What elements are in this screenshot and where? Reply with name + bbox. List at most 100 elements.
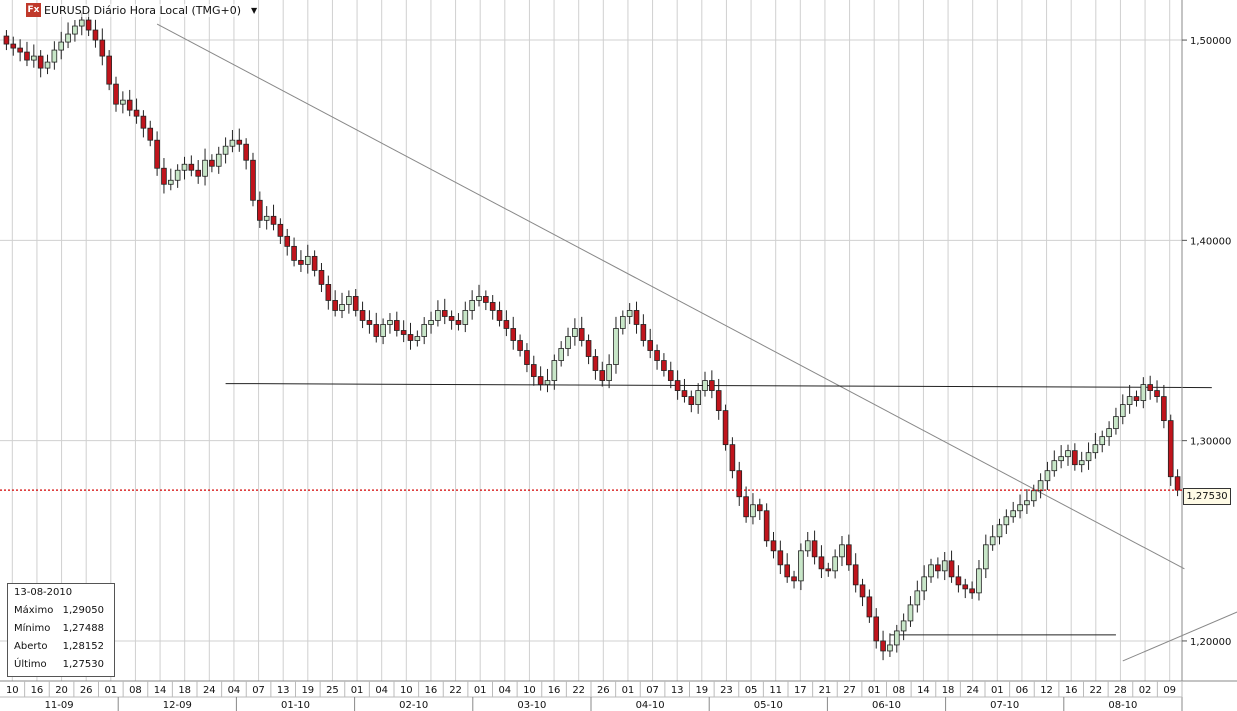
candle-bull (469, 300, 475, 311)
candle-bear (661, 360, 667, 371)
candle-bull (51, 49, 58, 63)
candle-bear (935, 564, 941, 572)
x-day-label: 10 (523, 685, 536, 696)
x-day-label: 05 (745, 685, 758, 696)
candle-bear (674, 380, 681, 391)
candle-bear (585, 340, 592, 357)
candle-bear (270, 215, 277, 225)
info-value: 1,28152 (62, 641, 104, 652)
candle-bull (1099, 436, 1106, 446)
x-day-label: 22 (449, 685, 462, 696)
x-day-label: 26 (597, 685, 610, 696)
info-date: 13-08-2010 (14, 587, 73, 598)
x-day-label: 01 (622, 685, 635, 696)
trendline-ascending-support[interactable] (1122, 497, 1237, 662)
candle-bear (366, 320, 373, 325)
candle-bear (530, 364, 537, 377)
candle-bear (407, 334, 414, 341)
candle-bear (496, 310, 503, 321)
candle-bull (462, 310, 469, 325)
candle-bear (332, 300, 338, 311)
candle-bear (736, 470, 743, 498)
info-row-low: Mínimo 1,27488 (14, 623, 110, 634)
x-day-label: 11 (769, 685, 782, 696)
candle-bear (455, 320, 462, 325)
candle-bear (489, 302, 496, 311)
x-month-label: 12-09 (163, 700, 192, 711)
candle-bull (414, 336, 421, 341)
y-tick-label: 1,20000 (1190, 637, 1231, 648)
candle-bear (578, 328, 585, 341)
candle-bear (640, 324, 647, 341)
candle-bear (373, 324, 380, 337)
candle-bear (400, 330, 407, 335)
candle-bear (1147, 384, 1153, 391)
candle-bull (928, 564, 934, 578)
x-month-label: 03-10 (517, 700, 546, 711)
candle-bear (743, 496, 749, 518)
x-day-label: 28 (1114, 685, 1127, 696)
x-month-label: 07-10 (990, 700, 1019, 711)
x-day-label: 26 (80, 685, 93, 696)
chart-title-bar[interactable]: EURUSD Diário Hora Local (TMG+0) ▼ (26, 2, 257, 18)
candle-bull (626, 310, 633, 317)
candle-bull (1003, 516, 1010, 526)
candle-bull (1024, 500, 1030, 506)
candle-bear (818, 556, 825, 570)
candle-bull (1126, 396, 1133, 405)
candle-bear (715, 390, 722, 412)
y-tick-label: 1,40000 (1190, 236, 1231, 247)
candle-bear (85, 19, 92, 31)
candle-bull (613, 328, 619, 365)
candle-bull (558, 348, 564, 361)
x-day-label: 20 (55, 685, 68, 696)
candle-bear (243, 143, 249, 161)
x-day-label: 24 (966, 685, 979, 696)
x-day-label: 14 (917, 685, 930, 696)
candle-bear (311, 255, 318, 271)
candle-bear (352, 296, 359, 311)
candle-bear (147, 127, 154, 141)
candle-bull (1085, 452, 1092, 462)
candle-bull (1010, 510, 1017, 518)
x-day-label: 23 (720, 685, 733, 696)
candle-bull (907, 604, 914, 622)
info-value: 1,27530 (62, 659, 104, 670)
x-day-label: 09 (1163, 685, 1176, 696)
candle-bear (3, 35, 10, 45)
candle-bear (359, 310, 366, 321)
candle-bull (476, 296, 482, 301)
x-day-label: 16 (1065, 685, 1078, 696)
candle-bear (599, 370, 606, 381)
triangle-down-icon[interactable]: ▼ (251, 5, 258, 15)
candle-bear (448, 316, 455, 321)
candle-bear (825, 568, 832, 572)
x-day-label: 16 (425, 685, 438, 696)
candle-bear (318, 269, 325, 285)
candle-bull (72, 25, 78, 35)
candle-bear (811, 540, 818, 558)
candle-bear (763, 510, 770, 542)
candle-bull (263, 215, 270, 221)
candle-bear (1161, 396, 1167, 422)
x-month-label: 08-10 (1108, 700, 1137, 711)
candle-bull (174, 169, 181, 181)
candle-bear (859, 584, 866, 598)
candle-bull (620, 316, 626, 329)
trendline-descending-resistance[interactable] (156, 23, 1185, 570)
candle-bear (969, 588, 975, 594)
candle-bull (1058, 456, 1064, 462)
y-tick-label: 1,30000 (1190, 437, 1231, 448)
x-day-label: 18 (178, 685, 191, 696)
grid-lines (0, 0, 1182, 681)
candle-bull (893, 630, 900, 646)
candle-bull (65, 33, 71, 43)
fx-logo-icon: Fx (26, 3, 41, 17)
x-day-label: 18 (942, 685, 955, 696)
x-month-label: 01-10 (281, 700, 310, 711)
candle-bull (839, 544, 845, 558)
x-day-label: 07 (252, 685, 265, 696)
x-day-label: 17 (794, 685, 807, 696)
candle-bull (544, 380, 551, 385)
